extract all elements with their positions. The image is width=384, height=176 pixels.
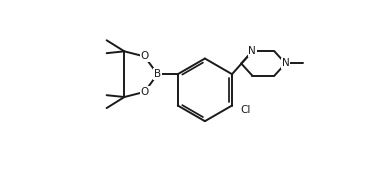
Text: N: N [248,46,256,56]
Text: O: O [141,87,149,97]
Text: B: B [154,69,161,79]
Text: N: N [281,58,290,68]
Text: Cl: Cl [240,105,250,115]
Text: O: O [141,52,149,61]
